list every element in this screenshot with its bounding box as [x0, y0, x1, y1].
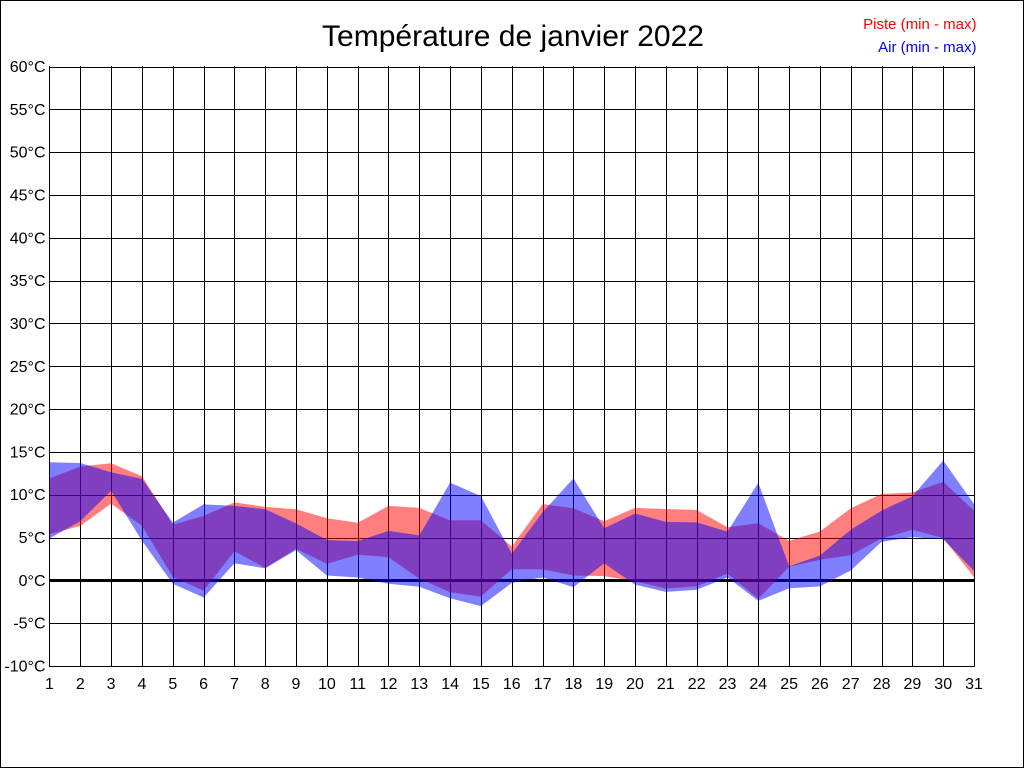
svg-text:9: 9	[292, 676, 301, 693]
svg-text:10°C: 10°C	[10, 487, 46, 504]
svg-text:5°C: 5°C	[19, 530, 46, 547]
svg-text:35°C: 35°C	[10, 273, 46, 290]
svg-text:7: 7	[230, 676, 239, 693]
svg-text:50°C: 50°C	[10, 145, 46, 162]
svg-text:20°C: 20°C	[10, 402, 46, 419]
svg-text:19: 19	[595, 676, 613, 693]
svg-text:17: 17	[534, 676, 552, 693]
svg-text:25°C: 25°C	[10, 359, 46, 376]
svg-text:15: 15	[472, 676, 490, 693]
svg-text:31: 31	[965, 676, 983, 693]
svg-text:60°C: 60°C	[10, 59, 46, 76]
svg-text:5: 5	[168, 676, 177, 693]
svg-text:20: 20	[626, 676, 644, 693]
svg-text:28: 28	[873, 676, 891, 693]
svg-text:Piste (min - max): Piste (min - max)	[863, 16, 976, 33]
svg-text:23: 23	[719, 676, 737, 693]
svg-text:-5°C: -5°C	[13, 616, 45, 633]
svg-text:2: 2	[76, 676, 85, 693]
svg-text:14: 14	[441, 676, 459, 693]
svg-text:15°C: 15°C	[10, 444, 46, 461]
svg-text:10: 10	[318, 676, 336, 693]
svg-text:4: 4	[138, 676, 147, 693]
svg-text:13: 13	[410, 676, 428, 693]
svg-text:21: 21	[657, 676, 675, 693]
svg-text:8: 8	[261, 676, 270, 693]
svg-text:30: 30	[934, 676, 952, 693]
svg-text:16: 16	[503, 676, 521, 693]
svg-text:0°C: 0°C	[19, 573, 46, 590]
svg-text:26: 26	[811, 676, 829, 693]
svg-text:30°C: 30°C	[10, 316, 46, 333]
svg-text:24: 24	[749, 676, 767, 693]
svg-text:12: 12	[380, 676, 398, 693]
svg-text:40°C: 40°C	[10, 230, 46, 247]
svg-text:3: 3	[107, 676, 116, 693]
svg-text:22: 22	[688, 676, 706, 693]
svg-text:11: 11	[349, 676, 366, 693]
svg-text:18: 18	[565, 676, 583, 693]
svg-text:-10°C: -10°C	[4, 659, 45, 676]
svg-text:25: 25	[780, 676, 798, 693]
svg-text:1: 1	[45, 676, 54, 693]
svg-text:Air (min - max): Air (min - max)	[878, 39, 976, 56]
svg-text:55°C: 55°C	[10, 102, 46, 119]
svg-text:29: 29	[904, 676, 922, 693]
svg-text:Température de janvier 2022: Température de janvier 2022	[322, 20, 704, 53]
svg-text:6: 6	[199, 676, 208, 693]
svg-text:27: 27	[842, 676, 860, 693]
svg-text:45°C: 45°C	[10, 188, 46, 205]
